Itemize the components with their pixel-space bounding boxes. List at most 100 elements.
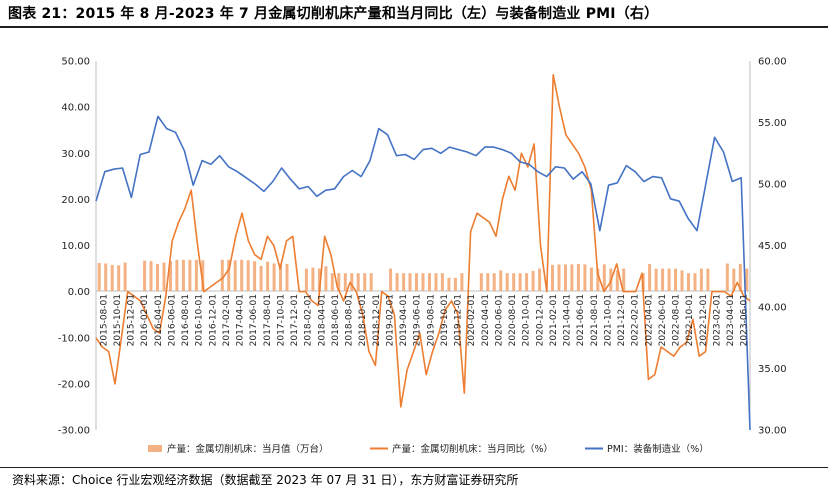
bar: [156, 263, 159, 291]
bar: [162, 262, 166, 291]
x-tick-label: 2015-08-01: [99, 294, 109, 346]
bar: [525, 273, 529, 291]
x-tick-label: 2019-12-01: [454, 294, 464, 346]
bar: [505, 273, 509, 291]
yoy-series-line: [95, 74, 751, 408]
bar: [324, 266, 328, 291]
source-note: 资料来源：Choice 行业宏观经济数据（数据截至 2023 年 07 月 31…: [12, 473, 519, 487]
legend-swatch-bar: [148, 445, 162, 452]
bar: [123, 262, 127, 291]
x-tick-label: 2019-10-01: [440, 294, 450, 346]
x-tick-label: 2016-10-01: [195, 294, 205, 346]
bar: [285, 263, 289, 291]
bar: [181, 259, 185, 291]
y-right-tick-label: 45.00: [758, 241, 787, 252]
x-tick-label: 2021-10-01: [603, 294, 613, 346]
x-tick-label: 2022-10-01: [685, 294, 695, 346]
x-tick-label: 2018-08-01: [345, 294, 355, 346]
x-tick-label: 2021-02-01: [549, 294, 559, 346]
bar: [589, 267, 593, 291]
bar: [110, 264, 114, 291]
x-tick-label: 2020-04-01: [481, 294, 491, 346]
bar: [486, 273, 490, 291]
y-left-tick-label: -10.00: [58, 333, 90, 344]
source-rule: [0, 467, 828, 468]
x-tick-label: 2018-06-01: [331, 294, 341, 346]
y-left-tick-label: 0.00: [68, 287, 90, 298]
y-left-tick-label: -20.00: [58, 379, 90, 390]
bar: [421, 273, 425, 291]
bar: [188, 259, 192, 291]
bar: [732, 268, 736, 291]
bar: [97, 263, 101, 291]
bar: [337, 273, 341, 291]
x-tick-label: 2017-02-01: [222, 294, 232, 346]
x-tick-label: 2022-04-01: [644, 294, 654, 346]
x-tick-label: 2019-04-01: [399, 294, 409, 346]
bar: [169, 261, 172, 291]
bar: [143, 260, 147, 291]
x-tick-label: 2018-12-01: [372, 294, 382, 346]
bar: [240, 259, 244, 291]
x-tick-label: 2020-12-01: [535, 294, 545, 346]
bar: [576, 263, 580, 291]
x-tick-label: 2016-06-01: [167, 294, 177, 346]
bar: [447, 277, 451, 291]
bar: [706, 268, 710, 291]
x-tick-label: 2018-04-01: [317, 294, 327, 346]
bar: [330, 273, 334, 291]
bar: [745, 268, 749, 291]
chart: -30.00 -20.00 -10.00 0.00 10.00 20.00 30.00 40.…: [58, 57, 787, 456]
bar: [434, 273, 438, 291]
x-tick-label: 2017-12-01: [290, 294, 300, 346]
y-right-tick-label: 30.00: [758, 426, 787, 437]
bar: [253, 261, 257, 291]
x-tick-label: 2020-02-01: [467, 294, 477, 346]
bar: [311, 267, 315, 291]
bar: [415, 273, 418, 291]
bar: [570, 264, 574, 291]
chart-axes: [95, 61, 751, 430]
bar: [220, 259, 224, 291]
x-tick-label: 2018-10-01: [358, 294, 368, 346]
bar: [395, 273, 399, 291]
x-tick-label: 2023-04-01: [726, 294, 736, 346]
bar: [654, 268, 658, 291]
y-right-tick-label: 50.00: [758, 180, 787, 191]
pmi-series-line: [95, 115, 751, 431]
bar: [369, 273, 373, 291]
y-left-tick-label: 50.00: [61, 57, 90, 68]
x-tick-label: 2016-08-01: [181, 294, 191, 346]
x-tick-label: 2017-10-01: [276, 294, 286, 346]
bar: [408, 273, 412, 291]
bar: [175, 259, 179, 291]
x-tick-label: 2020-06-01: [494, 294, 504, 346]
x-tick-label: 2021-08-01: [590, 294, 600, 346]
legend: 产量：金属切削机床：当月值（万台） 产量：金属切削机床：当月同比（%） PMI：装备…: [148, 443, 709, 455]
bar: [453, 277, 457, 291]
bar: [693, 273, 697, 291]
x-tick-label: 2021-06-01: [576, 294, 586, 346]
bar: [272, 263, 276, 291]
bar: [551, 264, 554, 291]
bar: [402, 273, 406, 291]
bar: [440, 273, 444, 291]
bar: [266, 261, 270, 291]
x-tick-label: 2020-10-01: [522, 294, 532, 346]
bar: [699, 268, 703, 291]
bar: [648, 263, 652, 291]
bar: [661, 268, 665, 291]
bar: [538, 268, 542, 291]
bar: [117, 265, 121, 291]
x-tick-label: 2019-06-01: [413, 294, 423, 346]
bar: [389, 268, 393, 291]
bar: [356, 273, 360, 291]
bar: [622, 268, 626, 291]
bar: [531, 270, 535, 291]
bar: [201, 260, 205, 291]
y-left-tick-label: 10.00: [61, 241, 90, 252]
title-rule: [0, 26, 828, 28]
bar: [725, 263, 729, 291]
y-right-tick-label: 35.00: [758, 364, 787, 375]
bar: [104, 263, 108, 291]
